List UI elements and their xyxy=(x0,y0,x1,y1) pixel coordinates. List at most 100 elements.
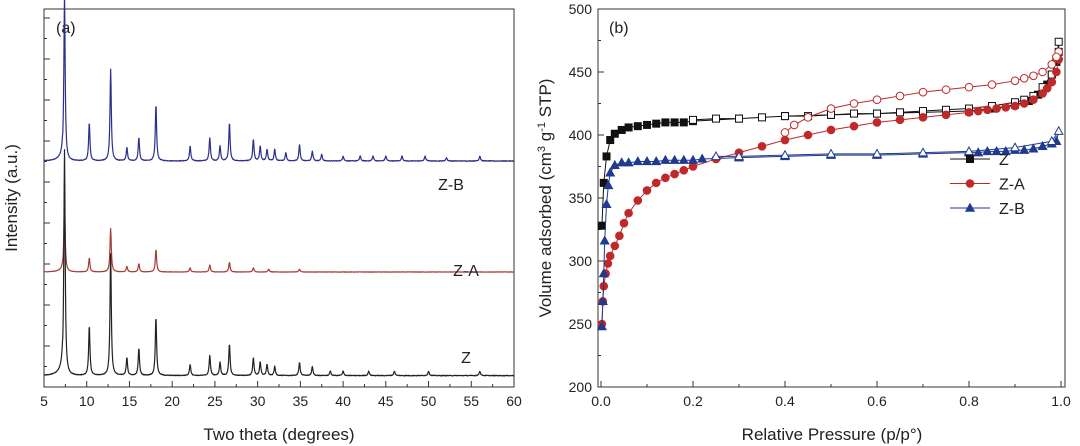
desorption-point-z-a xyxy=(964,82,974,92)
adsorption-point-z-a xyxy=(619,218,629,228)
adsorption-point-z xyxy=(679,118,688,127)
xrd-x-tick-label: 15 xyxy=(122,393,138,409)
xrd-x-tick-label: 50 xyxy=(421,393,437,409)
adsorption-point-z-b xyxy=(1037,140,1048,151)
adsorption-point-z xyxy=(602,152,611,161)
desorption-point-z xyxy=(712,114,720,123)
adsorption-point-z-a xyxy=(642,186,652,195)
isotherm-legend: Z Z-A Z-B xyxy=(950,152,1025,218)
adsorption-point-z-b xyxy=(616,157,627,167)
adsorption-point-z-b xyxy=(597,295,608,306)
isotherm-y-tick-label: 300 xyxy=(569,253,593,269)
adsorption-point-z-b xyxy=(991,145,1002,156)
desorption-point-z-a xyxy=(987,80,997,89)
xrd-series-label-z-b: Z-B xyxy=(438,177,464,194)
legend-marker-z-b xyxy=(964,202,976,212)
isotherm-series-z-a xyxy=(597,47,1063,329)
adsorption-point-z-b xyxy=(623,157,634,167)
y-title-sup-minus-1: -1 xyxy=(536,122,548,132)
desorption-point-z-a xyxy=(895,91,905,101)
adsorption-point-z-b xyxy=(697,153,708,163)
isotherm-y-tick-label: 350 xyxy=(569,190,593,206)
y-title-part-3: STP) xyxy=(536,79,555,122)
adsorption-point-z-b xyxy=(598,268,609,278)
isotherm-y-tick-label: 400 xyxy=(569,127,593,143)
xrd-x-tick-label: 35 xyxy=(293,393,309,409)
desorption-point-z-b xyxy=(825,148,837,158)
adsorption-point-z-b xyxy=(601,198,612,208)
adsorption-point-z xyxy=(661,118,670,127)
adsorption-point-z-a xyxy=(624,208,633,218)
isotherm-y-tick-label: 250 xyxy=(569,316,593,332)
adsorption-point-z-a xyxy=(1010,101,1020,111)
adsorption-point-z xyxy=(643,120,651,129)
adsorption-point-z xyxy=(652,119,661,128)
xrd-x-tick-label: 30 xyxy=(250,393,266,409)
adsorption-point-z-a xyxy=(661,173,670,183)
adsorption-point-z-a xyxy=(918,113,928,122)
adsorption-point-z-a xyxy=(603,259,613,268)
adsorption-point-z-b xyxy=(599,235,610,245)
adsorption-point-z-a xyxy=(651,178,661,188)
isotherm-x-axis-title: Relative Pressure (p/p°) xyxy=(742,425,923,444)
xrd-x-tick-label: 20 xyxy=(164,393,180,409)
desorption-point-z-a xyxy=(941,85,951,94)
xrd-x-tick-label: 55 xyxy=(463,393,479,409)
xrd-plot-frame xyxy=(43,8,515,388)
adsorption-point-z-b xyxy=(973,147,984,157)
adsorption-point-z-a xyxy=(964,108,974,117)
desorption-point-z-b xyxy=(1046,135,1057,145)
isotherm-series-z-b xyxy=(596,125,1064,331)
adsorption-point-z-a xyxy=(872,118,882,127)
adsorption-point-z xyxy=(624,123,633,132)
adsorption-point-z-b xyxy=(605,167,616,177)
isotherm-y-tick-label: 200 xyxy=(569,379,593,395)
adsorption-point-z xyxy=(597,221,606,230)
adsorption-point-z-b xyxy=(609,159,620,169)
desorption-point-z-a xyxy=(789,120,799,130)
desorption-point-z-b xyxy=(917,147,929,157)
desorption-point-z xyxy=(850,109,858,118)
adsorption-point-z-b xyxy=(678,154,689,164)
adsorption-point-z-a xyxy=(1001,102,1011,112)
adsorption-point-z-a xyxy=(803,130,813,140)
desorption-point-z-a xyxy=(849,99,859,108)
isotherm-y-axis-title: Volume adsorbed (cm3 g-1 STP) xyxy=(536,79,555,318)
desorption-point-z xyxy=(873,109,881,118)
desorption-point-z-b xyxy=(963,145,975,156)
adsorption-point-z-b xyxy=(651,156,662,166)
xrd-pattern-z-b xyxy=(43,0,515,162)
adsorption-point-z-a xyxy=(670,169,679,179)
adsorption-point-z-a xyxy=(983,105,992,115)
adsorption-point-z-b xyxy=(1000,145,1011,156)
desorption-point-z-b xyxy=(871,148,883,158)
panel-a-label: (a) xyxy=(56,20,76,37)
isotherm-axes: 0.0 0.2 0.4 0.6 0.8 1.0 200 250 300 350 400 450 500 xyxy=(569,1,1071,409)
desorption-point-z xyxy=(781,112,789,121)
adsorption-point-z-a xyxy=(849,121,859,131)
desorption-point-z-a xyxy=(1029,71,1038,81)
desorption-point-z-a xyxy=(1047,60,1057,69)
desorption-point-z xyxy=(1054,37,1063,46)
desorption-point-z-b xyxy=(779,149,791,159)
xrd-series-group xyxy=(43,0,515,377)
adsorption-point-z xyxy=(610,129,619,138)
adsorption-point-z-a xyxy=(826,125,836,135)
isotherm-plot-frame xyxy=(597,8,1066,388)
desorption-point-z-a xyxy=(1038,67,1047,77)
adsorption-point-z xyxy=(617,125,626,134)
adsorption-point-z-a xyxy=(679,165,689,175)
isotherm-y-tick-label: 500 xyxy=(569,1,593,17)
xrd-x-tick-label: 60 xyxy=(506,393,522,409)
adsorption-point-z-a xyxy=(605,251,615,261)
legend-marker-z-a xyxy=(965,179,975,188)
desorption-point-z-a xyxy=(918,87,928,97)
desorption-point-z xyxy=(689,115,697,124)
xrd-y-axis xyxy=(44,17,50,367)
desorption-point-z-a xyxy=(872,95,882,105)
isotherm-series-group xyxy=(596,37,1064,331)
legend-label-z: Z xyxy=(999,152,1009,169)
xrd-y-axis-title: Intensity (a.u.) xyxy=(2,144,21,252)
desorption-point-z-a xyxy=(1010,76,1020,86)
xrd-x-tick-label: 5 xyxy=(40,393,48,409)
